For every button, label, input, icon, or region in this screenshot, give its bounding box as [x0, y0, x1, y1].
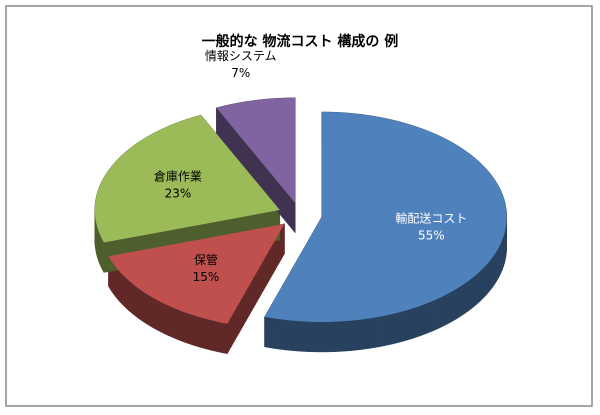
- slice-side: [448, 290, 454, 324]
- slice-label: 情報システム: [205, 49, 277, 63]
- slice-side: [362, 318, 369, 350]
- slice-side: [473, 273, 478, 308]
- slice-side: [323, 321, 330, 353]
- slice-side: [318, 321, 325, 353]
- slice-side: [280, 319, 287, 351]
- slice-side: [479, 268, 484, 302]
- slice-side: [413, 306, 419, 339]
- slice-side: [206, 318, 213, 351]
- slice-side: [356, 319, 363, 351]
- slice-side: [291, 320, 298, 352]
- slice-side: [285, 319, 292, 351]
- slice-side: [138, 288, 143, 322]
- slice-side: [403, 309, 410, 342]
- slice-side: [476, 270, 481, 305]
- slice-side: [378, 315, 384, 348]
- slice-side: [153, 297, 158, 331]
- slice-label: 倉庫作業: [154, 169, 202, 184]
- slice-side: [492, 253, 495, 289]
- slice-side: [211, 320, 218, 352]
- slice-side: [169, 305, 175, 339]
- slice-side: [463, 281, 468, 315]
- slice-side: [132, 283, 137, 317]
- slice-side: [173, 307, 179, 341]
- slice-side: [383, 314, 390, 347]
- slice-side: [452, 288, 457, 322]
- slice-side: [431, 298, 437, 332]
- slice-side: [470, 276, 475, 310]
- slice-side: [372, 316, 379, 349]
- slice-side: [126, 278, 130, 312]
- slice-side: [161, 301, 166, 335]
- slice-side: [487, 259, 491, 294]
- slice-side: [427, 300, 433, 334]
- slice-side: [456, 285, 461, 320]
- slice-value-label: 7%: [231, 66, 250, 80]
- slice-side: [334, 321, 341, 352]
- slice-side: [482, 265, 486, 300]
- slice-side: [388, 313, 395, 346]
- pie-slice: [216, 97, 296, 203]
- slice-side: [312, 321, 319, 353]
- pie-slice: [264, 111, 507, 322]
- slice-side: [187, 313, 193, 346]
- slice-value-label: 15%: [193, 270, 220, 284]
- chart-title: 一般的な 物流コスト 構成の 例: [202, 33, 399, 50]
- slice-side: [145, 293, 151, 327]
- slice-side: [398, 310, 405, 343]
- slice-side: [490, 256, 493, 292]
- slice-side: [157, 299, 162, 333]
- slice-side: [467, 278, 472, 313]
- slice-side: [351, 319, 358, 351]
- slice-side: [367, 317, 374, 349]
- slice-side: [393, 312, 400, 344]
- slice-side: [135, 285, 140, 320]
- slice-side: [182, 311, 189, 344]
- pie-slice: [94, 115, 280, 243]
- slice-side: [340, 320, 347, 352]
- slice-side: [329, 321, 336, 353]
- slice-side: [149, 295, 154, 329]
- slice-side: [444, 292, 450, 326]
- slice-side: [142, 290, 147, 325]
- slice-side: [301, 321, 308, 352]
- slice-side: [296, 320, 303, 352]
- slice-side: [494, 250, 497, 286]
- slice-value-label: 55%: [418, 228, 445, 242]
- slice-side: [436, 296, 441, 330]
- slice-label: 輸配送コスト: [395, 210, 467, 225]
- slice-side: [192, 314, 198, 347]
- slice-side: [440, 294, 446, 328]
- slice-side: [221, 322, 228, 354]
- slice-side: [178, 309, 184, 343]
- slice-side: [485, 262, 489, 297]
- slice-side: [216, 321, 223, 354]
- slice-label: 保管: [194, 252, 218, 267]
- slice-side: [422, 302, 428, 336]
- slice-side: [307, 321, 314, 353]
- slice-value-label: 23%: [165, 187, 192, 201]
- slice-side: [196, 316, 203, 349]
- slice-side: [460, 283, 465, 317]
- slice-side: [165, 303, 171, 337]
- slice-side: [496, 247, 499, 283]
- slice-side: [129, 280, 133, 315]
- slice-side: [418, 304, 424, 337]
- pie-slice: [108, 223, 285, 324]
- slice-side: [201, 317, 208, 350]
- slice-side: [345, 320, 352, 352]
- slice-side: [408, 307, 414, 340]
